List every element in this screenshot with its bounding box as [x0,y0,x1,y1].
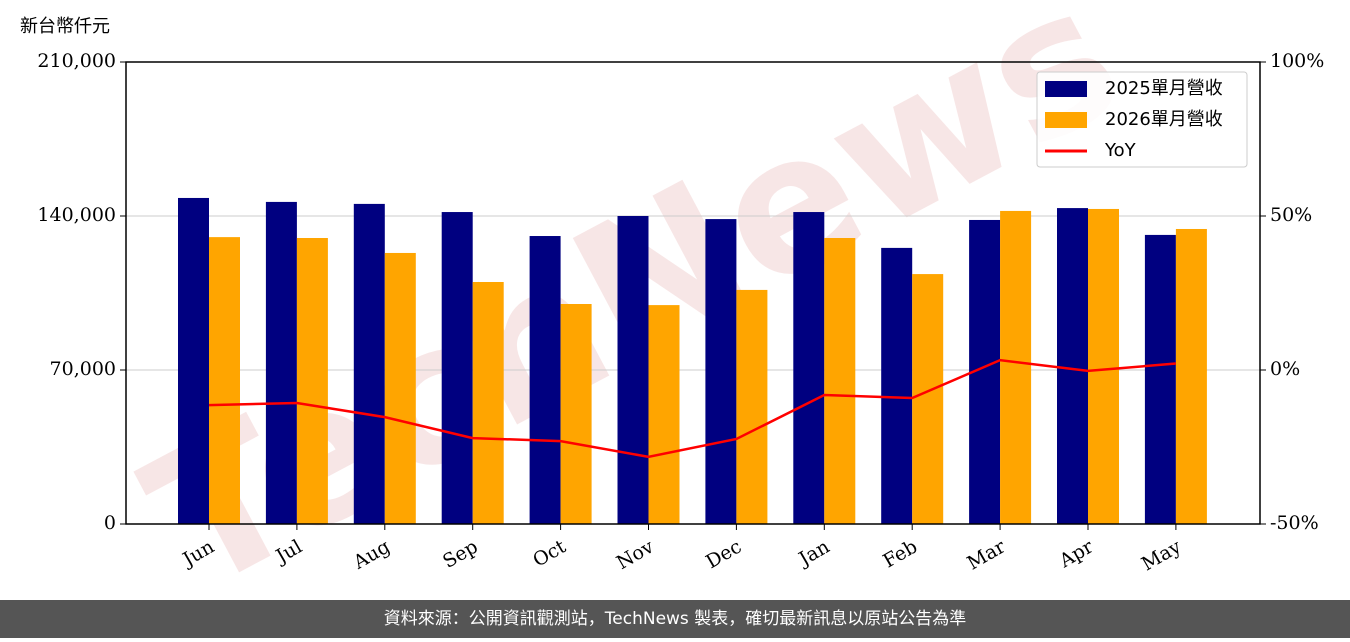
bar [529,236,561,524]
footer-text: 資料來源：公開資訊觀測站，TechNews 製表，確切最新訊息以原站公告為準 [384,609,966,629]
bar [1000,210,1032,524]
y-tick-label: 140,000 [37,204,116,226]
plot-frame [125,61,1261,525]
bar [296,238,328,524]
x-tick-label: Dec [702,536,745,574]
bar [793,212,825,525]
bar [1088,208,1119,524]
bar [472,282,504,524]
x-tick-label: Apr [1055,535,1098,572]
plot-area: TechNews070,000140,000210,000-50%0%50%10… [37,0,1324,634]
bar [560,304,592,524]
bar [705,219,737,524]
legend-label: 2026單月營收 [1105,109,1223,130]
legend-label: YoY [1104,140,1137,161]
bar [617,216,649,524]
y-axis-label: 新台幣仟元 [20,16,110,37]
x-tick-label: May [1138,535,1185,575]
bar [1175,228,1207,525]
legend-box [1036,71,1248,168]
bar [736,289,768,524]
legend-label: 2025單月營收 [1105,78,1223,99]
x-tick-label: Sep [439,536,482,573]
bar [1144,234,1176,525]
legend-swatch [1045,81,1087,97]
y2-tick-label: 100% [1270,50,1324,72]
x-tick-label: Mar [964,535,1010,574]
x-tick-label: Jan [794,536,834,572]
bar [648,305,680,524]
bar [1057,208,1088,524]
y-tick-label: 210,000 [37,50,116,72]
bar [441,212,473,525]
legend-swatch [1045,112,1087,128]
bar [209,237,240,524]
bar [384,252,416,524]
x-tick-label: Nov [613,535,658,574]
x-tick-label: Oct [529,535,570,571]
y2-tick-label: 50% [1270,204,1312,226]
y-tick-label: 0 [104,512,116,534]
y2-tick-label: 0% [1270,358,1300,380]
bar [265,201,297,525]
y-tick-label: 70,000 [50,358,116,380]
bar [881,247,913,524]
footer-band [0,600,1350,638]
bar [353,203,385,524]
yoy-line [208,358,1177,459]
bar [912,274,944,524]
y2-tick-label: -50% [1270,512,1319,534]
x-tick-label: Feb [879,536,921,573]
bar [178,197,209,524]
bar [824,238,856,524]
